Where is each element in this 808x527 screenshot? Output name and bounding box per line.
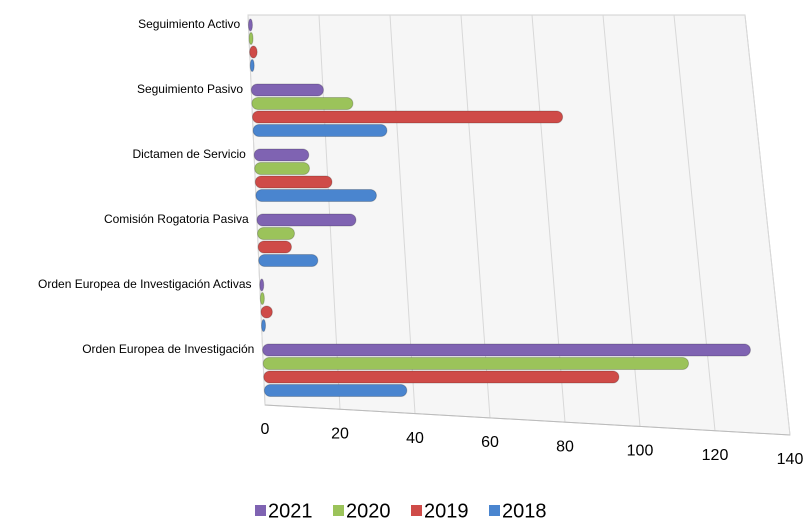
bar [253, 148, 310, 162]
bar [250, 83, 324, 97]
legend-swatch [489, 505, 500, 516]
bar [259, 292, 265, 305]
bar [252, 124, 388, 137]
bar [251, 110, 564, 124]
category-label: Seguimiento Pasivo [137, 82, 243, 96]
legend-label: 2018 [502, 500, 547, 522]
bar [257, 240, 292, 254]
bar [258, 254, 319, 267]
x-tick-label: 140 [777, 451, 804, 468]
bar [254, 162, 310, 175]
bar [263, 370, 620, 384]
legend-label: 2020 [346, 500, 391, 522]
bar [247, 18, 253, 32]
grid-line [744, 14, 791, 436]
legend-swatch [255, 505, 266, 516]
category-label: Orden Europea de Investigación Activas [38, 277, 251, 291]
bar [262, 357, 690, 370]
grid-line [318, 14, 341, 410]
grid-line [247, 14, 266, 406]
bar [263, 384, 408, 397]
bar [259, 278, 265, 292]
bar [249, 59, 255, 72]
bar [260, 305, 273, 319]
bar [261, 319, 267, 332]
legend-label: 2021 [268, 500, 313, 522]
legend-swatch [411, 505, 422, 516]
bar [254, 175, 333, 189]
bar [255, 189, 377, 202]
x-tick-label: 20 [331, 426, 349, 443]
bar [251, 97, 354, 110]
x-axis [264, 404, 791, 436]
bar [256, 213, 357, 227]
bar [249, 45, 258, 59]
category-label: Orden Europea de Investigación [82, 342, 254, 356]
x-tick-label: 40 [406, 430, 424, 447]
x-tick-label: 0 [261, 421, 270, 438]
bar [248, 32, 254, 45]
x-tick-label: 60 [481, 434, 499, 451]
category-label: Seguimiento Activo [138, 17, 240, 31]
legend-label: 2019 [424, 500, 469, 522]
x-tick-label: 100 [627, 443, 654, 460]
legend-swatch [333, 505, 344, 516]
x-tick-label: 80 [556, 438, 574, 455]
category-label: Dictamen de Servicio [132, 147, 246, 161]
category-label: Comisión Rogatoria Pasiva [104, 212, 249, 226]
grid-line [673, 14, 716, 431]
x-tick-label: 120 [702, 447, 729, 464]
bar [262, 343, 751, 357]
bar [257, 227, 295, 240]
